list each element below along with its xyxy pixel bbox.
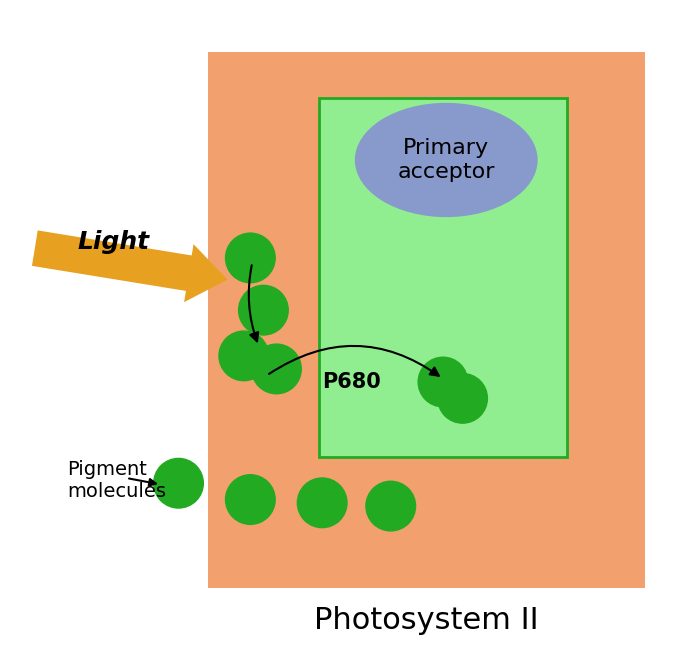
Bar: [208, 52, 645, 588]
Circle shape: [219, 331, 269, 381]
Circle shape: [154, 458, 203, 508]
Circle shape: [252, 344, 301, 394]
Circle shape: [438, 374, 487, 423]
FancyArrow shape: [32, 231, 227, 302]
Circle shape: [225, 475, 275, 524]
Circle shape: [225, 233, 275, 283]
Circle shape: [418, 357, 468, 407]
Text: Photosystem II: Photosystem II: [314, 606, 539, 635]
Circle shape: [297, 478, 347, 528]
Ellipse shape: [355, 103, 538, 217]
Circle shape: [238, 285, 288, 335]
Bar: [319, 98, 567, 457]
Circle shape: [366, 481, 416, 531]
Text: P680: P680: [322, 372, 381, 392]
Text: Light: Light: [77, 230, 149, 253]
Text: Primary
acceptor: Primary acceptor: [397, 138, 495, 182]
Text: Pigment
molecules: Pigment molecules: [68, 460, 167, 502]
